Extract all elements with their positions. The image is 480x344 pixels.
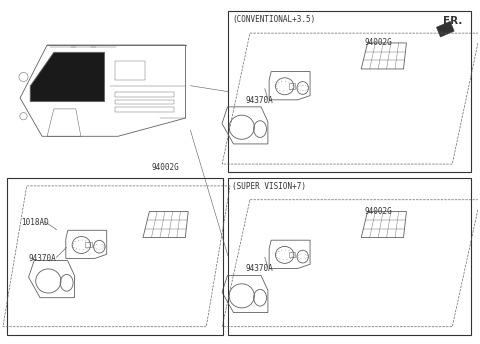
Bar [85,242,92,247]
Text: FR.: FR. [444,16,463,26]
Text: 94370A: 94370A [246,264,274,273]
Bar [115,62,145,80]
Bar [115,107,174,112]
Bar [289,252,295,257]
Text: 94370A: 94370A [246,96,274,105]
Bar [7,178,223,335]
Bar [115,93,174,97]
Text: 1018AD: 1018AD [21,218,48,227]
Bar [228,178,471,335]
Polygon shape [436,21,454,37]
Bar [228,11,471,172]
Bar [115,100,174,104]
Polygon shape [30,52,105,101]
Text: 94002G: 94002G [365,38,393,47]
Bar [289,84,295,88]
Text: 94370A: 94370A [29,254,57,263]
Text: 94002G: 94002G [152,163,180,172]
Text: (SUPER VISION+7): (SUPER VISION+7) [232,182,306,191]
Text: 94002G: 94002G [365,207,393,216]
Text: (CONVENTIONAL+3.5): (CONVENTIONAL+3.5) [232,15,315,24]
